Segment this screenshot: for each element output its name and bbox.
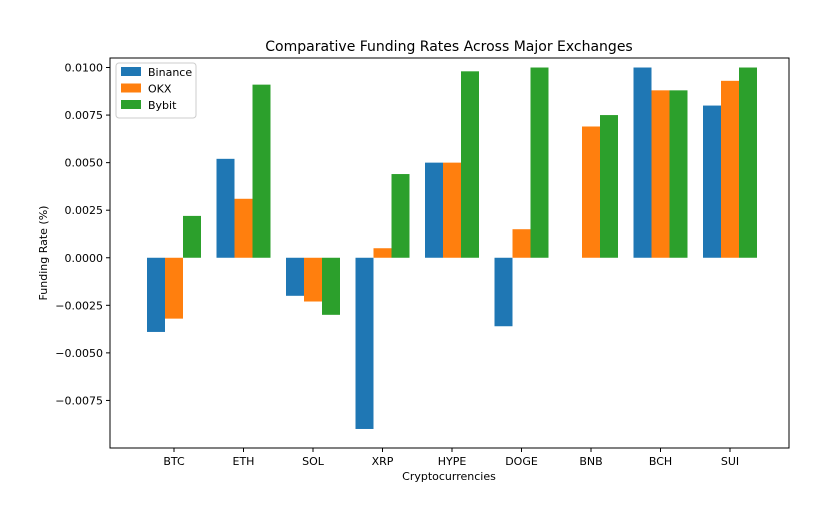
y-tick-label: −0.0075 bbox=[55, 394, 103, 407]
y-tick-label: 0.0000 bbox=[65, 252, 104, 265]
plot-area bbox=[109, 57, 790, 449]
x-tick-label: BCH bbox=[649, 455, 672, 468]
bar-binance-hype bbox=[425, 162, 443, 258]
y-tick-label: 0.0100 bbox=[65, 62, 104, 75]
x-axis: BTC ETH SOL XRP HYPE DOGE BNB BCH SUI bbox=[163, 448, 739, 468]
bar-binance-btc bbox=[147, 257, 165, 332]
bar-bybit-doge bbox=[530, 67, 549, 258]
x-tick-label: SOL bbox=[302, 455, 325, 468]
legend-label-binance: Binance bbox=[148, 66, 192, 79]
y-axis: −0.0075 −0.0050 −0.0025 0.0000 0.0025 0.0050 0… bbox=[55, 62, 110, 407]
bar-okx-bch bbox=[651, 90, 670, 258]
x-tick-label: SUI bbox=[721, 455, 739, 468]
y-tick-label: 0.0075 bbox=[65, 109, 104, 122]
bar-bybit-eth bbox=[252, 84, 271, 258]
legend-swatch-binance bbox=[121, 67, 141, 76]
y-tick-label: −0.0050 bbox=[55, 347, 103, 360]
bar-binance-doge bbox=[494, 257, 513, 327]
bar-okx-btc bbox=[165, 257, 183, 319]
y-axis-label: Funding Rate (%) bbox=[37, 206, 50, 301]
bar-bybit-hype bbox=[461, 71, 479, 258]
bar-binance-sui bbox=[703, 105, 721, 258]
bar-binance-eth bbox=[216, 158, 235, 258]
bar-binance-bch bbox=[633, 67, 652, 258]
bar-binance-sol bbox=[286, 257, 304, 296]
x-tick-label: HYPE bbox=[438, 455, 467, 468]
legend-swatch-okx bbox=[121, 83, 141, 93]
legend-swatch-bybit bbox=[121, 100, 141, 109]
bar-bybit-sol bbox=[322, 257, 340, 315]
y-tick-label: 0.0025 bbox=[65, 204, 104, 217]
bar-binance-xrp bbox=[355, 257, 374, 429]
bar-bybit-xrp bbox=[391, 174, 410, 258]
bar-okx-sui bbox=[721, 80, 739, 258]
bar-okx-bnb bbox=[582, 126, 600, 258]
y-tick-label: −0.0025 bbox=[55, 299, 103, 312]
bar-okx-xrp bbox=[373, 248, 392, 258]
bars-layer bbox=[147, 67, 757, 429]
x-tick-label: BNB bbox=[579, 455, 602, 468]
bar-bybit-sui bbox=[739, 67, 757, 258]
chart-title: Comparative Funding Rates Across Major E… bbox=[265, 39, 632, 55]
bar-bybit-btc bbox=[183, 215, 201, 258]
x-axis-label: Cryptocurrencies bbox=[402, 470, 496, 483]
bar-bybit-bch bbox=[669, 90, 688, 258]
x-tick-label: BTC bbox=[163, 455, 185, 468]
legend-label-okx: OKX bbox=[148, 83, 172, 96]
legend-label-bybit: Bybit bbox=[148, 99, 177, 112]
x-tick-label: XRP bbox=[372, 455, 394, 468]
bar-okx-hype bbox=[443, 162, 461, 258]
bar-bybit-bnb bbox=[600, 115, 618, 258]
y-tick-label: 0.0050 bbox=[65, 157, 104, 170]
x-tick-label: ETH bbox=[233, 455, 255, 468]
bar-okx-eth bbox=[234, 198, 253, 258]
bar-okx-doge bbox=[512, 229, 531, 258]
legend: Binance OKX Bybit bbox=[115, 62, 197, 119]
bar-okx-sol bbox=[304, 257, 322, 302]
x-tick-label: DOGE bbox=[505, 455, 538, 468]
